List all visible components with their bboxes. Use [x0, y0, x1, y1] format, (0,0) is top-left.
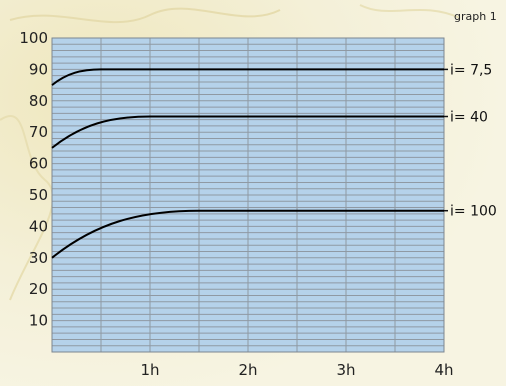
plot-border: [51, 37, 445, 353]
series-label: i= 40: [450, 110, 488, 126]
series-line: [51, 115, 444, 149]
y-tick-label: 30: [29, 249, 48, 267]
series-label: i= 7,5: [450, 62, 492, 78]
chart-caption: graph 1: [454, 10, 497, 23]
y-tick-label: 70: [29, 123, 48, 141]
y-tick-label: 50: [29, 186, 48, 204]
y-tick-label: 60: [29, 155, 48, 173]
x-tick-label: 3h: [336, 361, 355, 379]
series-line: [51, 68, 444, 86]
x-tick-label: 4h: [434, 361, 453, 379]
y-tick-label: 20: [29, 280, 48, 298]
series-label: i= 100: [450, 204, 497, 220]
x-tick-label: 2h: [238, 361, 257, 379]
y-tick-label: 10: [29, 312, 48, 330]
y-tick-label: 80: [29, 92, 48, 110]
series-line: [51, 209, 444, 259]
y-tick-label: 40: [29, 217, 48, 235]
y-tick-label: 90: [29, 60, 48, 78]
x-tick-label: 1h: [140, 361, 159, 379]
y-tick-label: 100: [19, 29, 48, 47]
